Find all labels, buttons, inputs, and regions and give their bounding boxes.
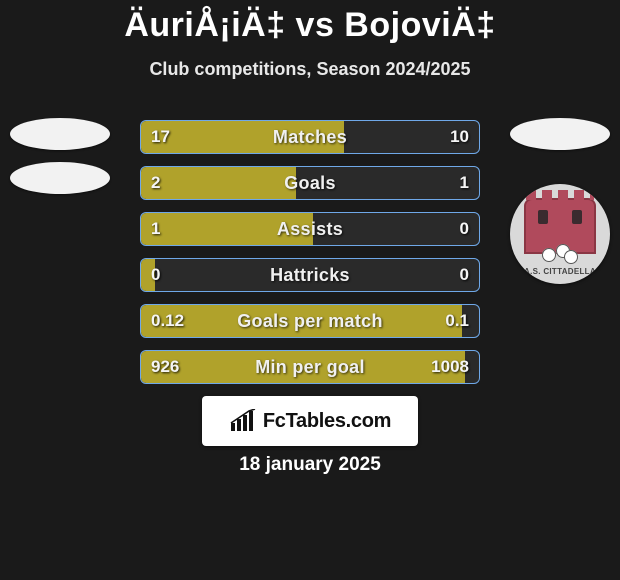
brand-bars-icon (229, 409, 257, 433)
left-player-badges (10, 118, 110, 194)
stat-bars: 1710Matches 21Goals 10Assists 00Hattricks 0.… (140, 120, 480, 396)
stat-row-goals-per-match: 0.120.1Goals per match (140, 304, 480, 338)
stat-label: Goals (141, 167, 479, 199)
right-club-name: A.S. CITTADELLA (510, 267, 610, 276)
stat-row-hattricks: 00Hattricks (140, 258, 480, 292)
left-player-ellipse-2 (10, 162, 110, 194)
brand-text: FcTables.com (263, 410, 391, 433)
stat-label: Matches (141, 121, 479, 153)
subtitle: Club competitions, Season 2024/2025 (0, 59, 620, 80)
stat-label: Goals per match (141, 305, 479, 337)
stat-row-assists: 10Assists (140, 212, 480, 246)
right-player-badges: A.S. CITTADELLA (510, 118, 610, 284)
stat-row-goals: 21Goals (140, 166, 480, 200)
stat-label: Hattricks (141, 259, 479, 291)
page-title: ÄuriÅ¡iÄ‡ vs BojoviÄ‡ (0, 6, 620, 45)
generated-date: 18 january 2025 (0, 454, 620, 476)
right-club-logo: A.S. CITTADELLA (510, 184, 610, 284)
stat-row-matches: 1710Matches (140, 120, 480, 154)
stat-row-min-per-goal: 9261008Min per goal (140, 350, 480, 384)
left-player-ellipse-1 (10, 118, 110, 150)
brand-box: FcTables.com (202, 396, 418, 446)
stat-label: Min per goal (141, 351, 479, 383)
stat-label: Assists (141, 213, 479, 245)
comparison-card: ÄuriÅ¡iÄ‡ vs BojoviÄ‡ Club competitions,… (0, 0, 620, 580)
right-player-ellipse (510, 118, 610, 150)
